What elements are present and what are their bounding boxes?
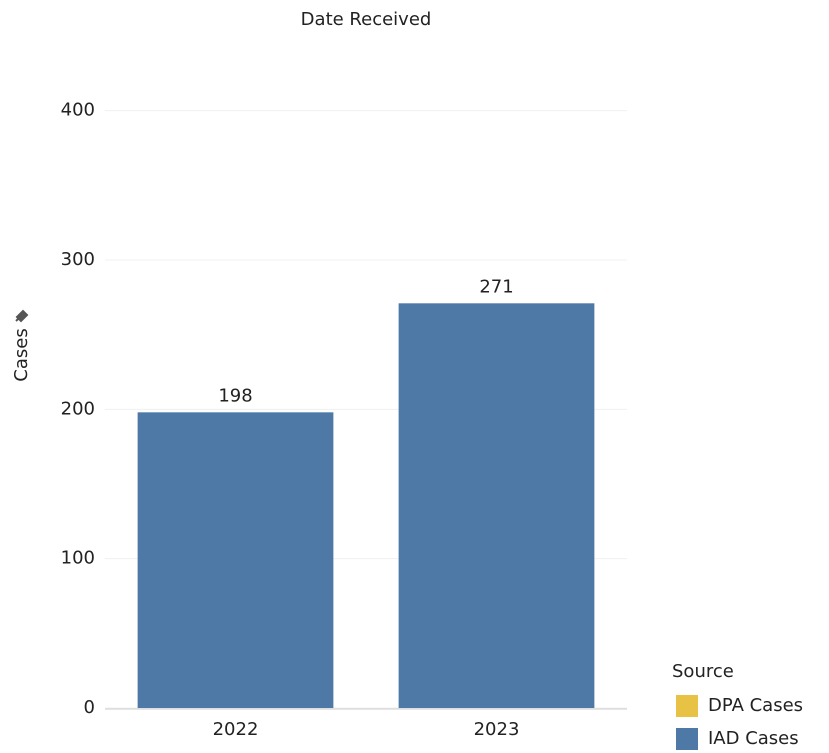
chart-title: Date Received [301,9,432,30]
data-label: 198 [218,385,252,406]
x-tick-label: 2022 [213,719,259,740]
y-tick-label: 0 [84,697,95,718]
y-axis-title: Cases [11,328,32,381]
y-tick-label: 100 [61,548,95,569]
legend-title: Source [672,661,734,682]
legend-swatch [676,728,698,750]
y-tick-label: 300 [61,249,95,270]
legend-label: IAD Cases [708,728,799,749]
data-label: 271 [479,276,513,297]
bar [137,412,334,708]
bar [398,303,595,708]
x-tick-label: 2023 [474,719,520,740]
legend-swatch [676,695,698,717]
legend-label: DPA Cases [708,695,803,716]
y-tick-label: 400 [61,100,95,121]
pin-icon [15,309,29,323]
y-tick-label: 200 [61,398,95,419]
